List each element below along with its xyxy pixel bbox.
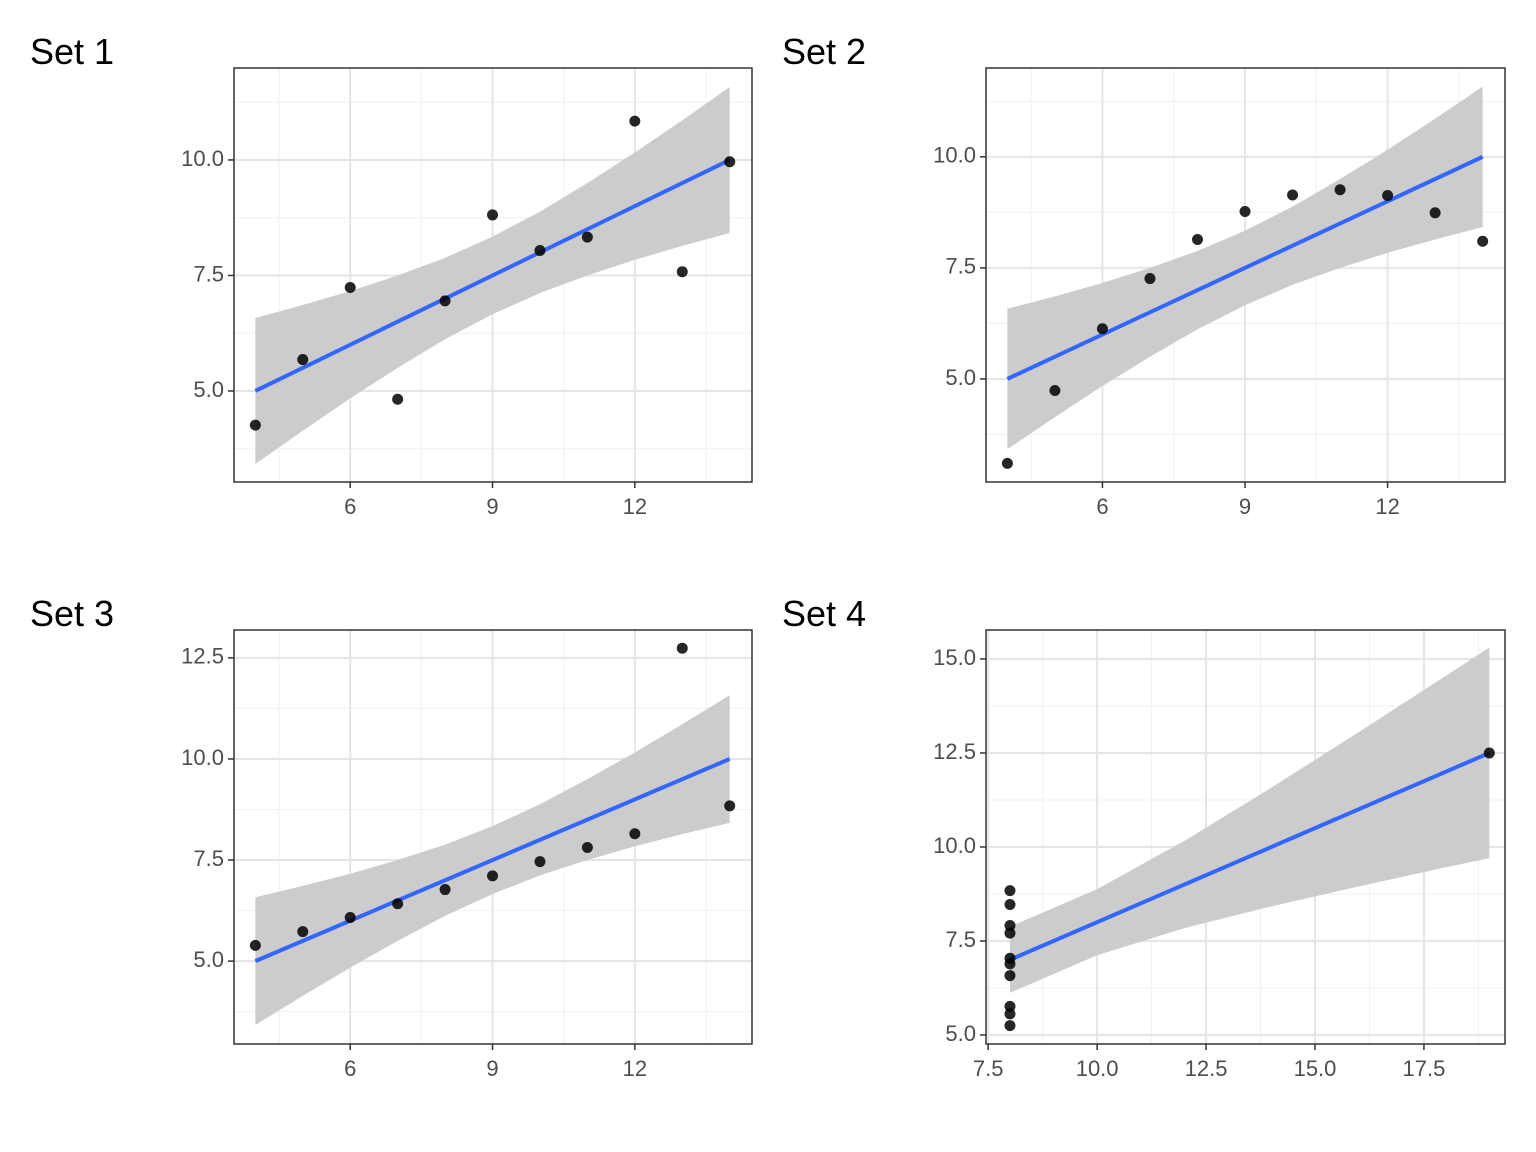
- y-tick-label: 7.5: [945, 254, 976, 279]
- y-tick-label: 12.5: [933, 739, 976, 764]
- panel: Set 1 6 9 12 5.0 7.5 10.0: [30, 31, 753, 519]
- fit-line: [254, 158, 731, 393]
- point: [487, 870, 499, 882]
- point: [249, 939, 261, 951]
- panel: Set 3 6 9 12 5.0 7.5 10.0 12.5: [30, 593, 753, 1081]
- panel-title: Set 3: [30, 593, 114, 634]
- point: [581, 842, 593, 854]
- point: [1004, 927, 1016, 939]
- x-tick-label: 9: [486, 494, 498, 519]
- panel-title: Set 2: [782, 31, 866, 72]
- point: [439, 295, 451, 307]
- point: [1287, 189, 1299, 201]
- x-tick-label: 6: [1096, 494, 1108, 519]
- panel: Set 2 6 9 12 5.0 7.5 10.0: [782, 31, 1506, 519]
- y-tick-label: 7.5: [945, 927, 976, 952]
- point: [534, 856, 546, 868]
- point: [1004, 898, 1016, 910]
- point: [1004, 958, 1016, 970]
- point: [1004, 885, 1016, 897]
- point: [1382, 189, 1394, 201]
- point: [1429, 207, 1441, 219]
- y-tick-label: 15.0: [933, 645, 976, 670]
- x-tick-label: 7.5: [973, 1056, 1004, 1081]
- point: [534, 245, 546, 257]
- point: [1004, 1020, 1016, 1032]
- y-tick-label: 10.0: [933, 143, 976, 168]
- x-tick-label: 15.0: [1294, 1056, 1337, 1081]
- point: [297, 354, 309, 366]
- x-tick-label: 12.5: [1185, 1056, 1228, 1081]
- x-tick-label: 6: [344, 494, 356, 519]
- y-tick-label: 5.0: [193, 377, 224, 402]
- x-tick-label: 10.0: [1076, 1056, 1119, 1081]
- y-tick-label: 5.0: [193, 947, 224, 972]
- panel-border: [233, 629, 753, 1045]
- x-tick-label: 12: [623, 1056, 647, 1081]
- point: [439, 884, 451, 896]
- point: [724, 800, 736, 812]
- panel-title: Set 4: [782, 593, 866, 634]
- point: [1191, 233, 1203, 245]
- point: [1004, 1000, 1016, 1012]
- y-tick-label: 5.0: [945, 1021, 976, 1046]
- x-tick-label: 12: [1375, 494, 1399, 519]
- point: [1004, 920, 1016, 932]
- panel-border: [985, 629, 1506, 1045]
- point: [1004, 970, 1016, 982]
- point: [1483, 747, 1495, 759]
- x-tick-label: 17.5: [1403, 1056, 1446, 1081]
- point: [1096, 323, 1108, 335]
- point: [392, 393, 404, 405]
- fit-line: [254, 757, 731, 963]
- point: [1001, 457, 1013, 469]
- x-tick-label: 6: [344, 1056, 356, 1081]
- y-tick-label: 5.0: [945, 365, 976, 390]
- point: [1477, 235, 1489, 247]
- point: [297, 926, 309, 938]
- x-tick-label: 9: [486, 1056, 498, 1081]
- point: [629, 115, 641, 127]
- x-tick-label: 12: [623, 494, 647, 519]
- fit-line: [1006, 155, 1484, 381]
- point: [344, 281, 356, 293]
- panel-border: [985, 67, 1506, 483]
- y-tick-label: 12.5: [181, 644, 224, 669]
- point: [676, 642, 688, 654]
- point: [1239, 205, 1251, 217]
- x-tick-label: 9: [1239, 494, 1251, 519]
- point: [1334, 184, 1346, 196]
- point: [676, 266, 688, 278]
- point: [487, 209, 499, 221]
- y-tick-label: 10.0: [933, 833, 976, 858]
- y-tick-label: 7.5: [193, 261, 224, 286]
- y-tick-label: 10.0: [181, 745, 224, 770]
- point: [724, 156, 736, 168]
- point: [581, 231, 593, 243]
- point: [1004, 1008, 1016, 1020]
- point: [249, 419, 261, 431]
- panel-title: Set 1: [30, 31, 114, 72]
- panel-border: [233, 67, 753, 483]
- point: [392, 898, 404, 910]
- y-tick-label: 7.5: [193, 846, 224, 871]
- point: [344, 911, 356, 923]
- point: [629, 828, 641, 840]
- y-tick-label: 10.0: [181, 146, 224, 171]
- point: [1144, 273, 1156, 285]
- point: [1049, 384, 1061, 396]
- panel: Set 4 7.5 10.0 12.5 15.0 17.5 5.0 7.5 10.0 12.5 15…: [782, 593, 1506, 1081]
- fit-line: [1009, 751, 1491, 962]
